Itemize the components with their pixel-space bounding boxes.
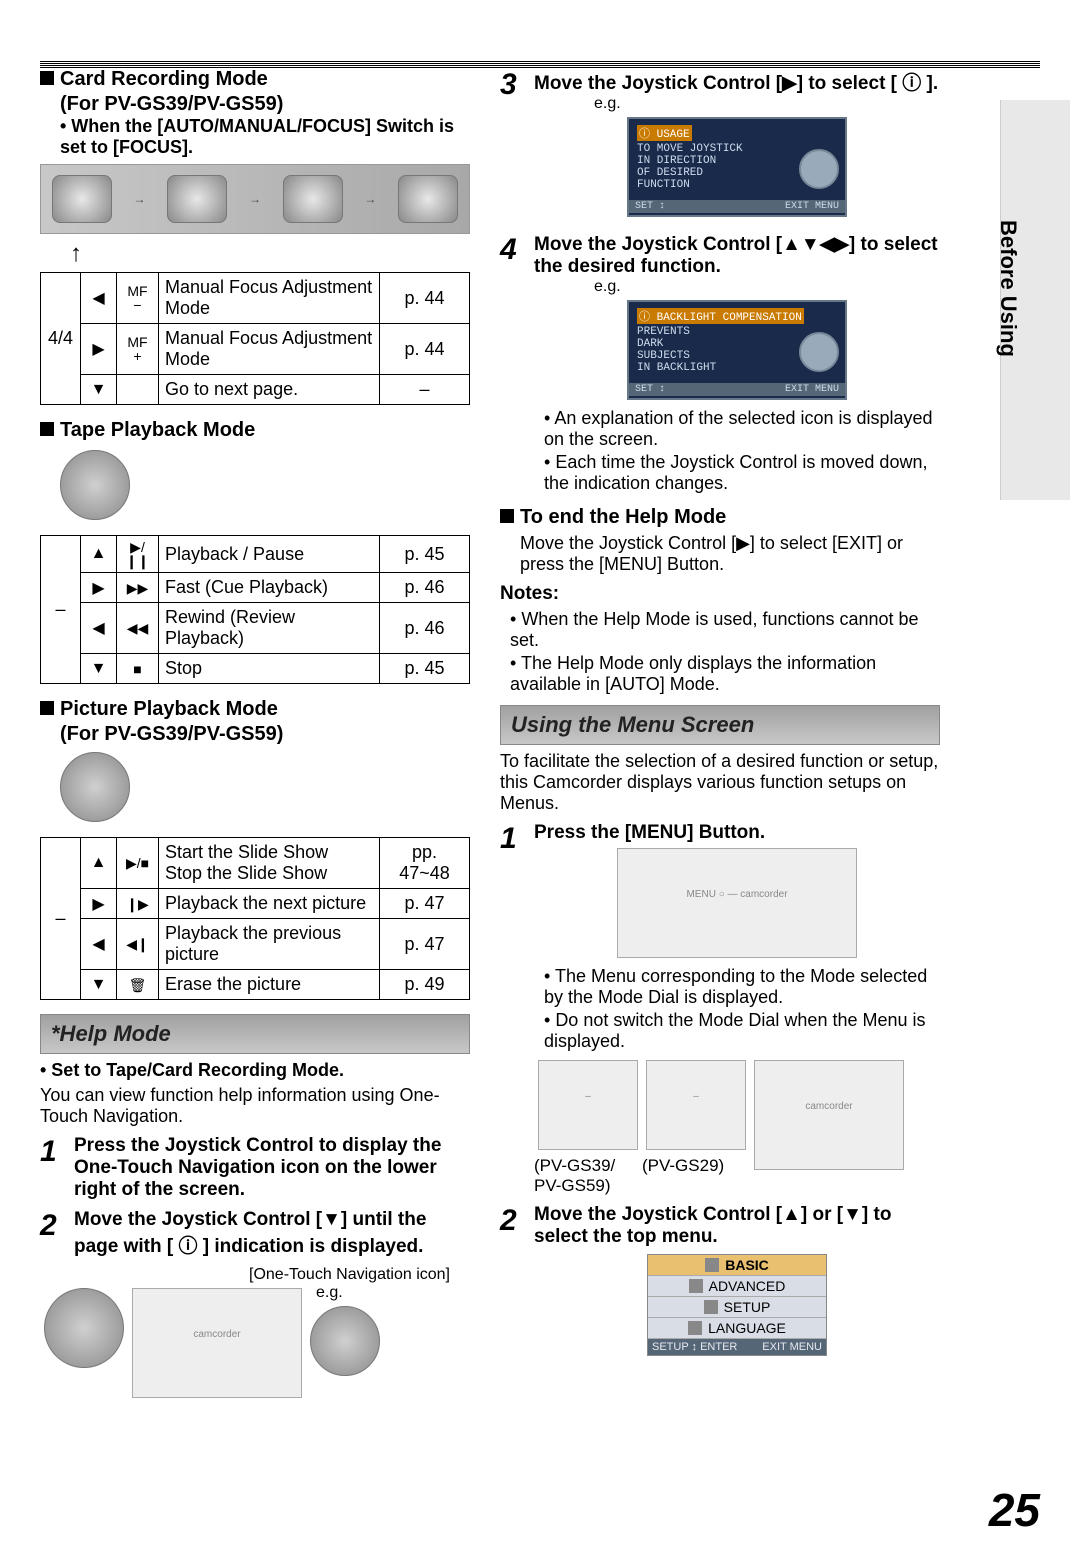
tape-mode-icon (60, 450, 130, 520)
step4-bullets: An explanation of the selected icon is d… (544, 408, 940, 494)
eg-label: e.g. (594, 95, 940, 113)
card-rec-note: • When the [AUTO/MANUAL/FOCUS] Switch is… (60, 116, 470, 158)
menu-screen-bar: Using the Menu Screen (500, 705, 940, 745)
arrow-up-icon: ↑ (70, 240, 470, 268)
page-number: 25 (989, 1483, 1040, 1537)
help-lead1: • Set to Tape/Card Recording Mode. (40, 1060, 470, 1081)
osd-backlight: ⓘ BACKLIGHT COMPENSATION PREVENTS DARK S… (627, 300, 847, 400)
left-column: Card Recording Mode (For PV-GS39/PV-GS59… (40, 60, 470, 1402)
menu-item-basic: BASIC (648, 1255, 826, 1276)
row-header: 4/4 (41, 273, 81, 405)
step-2: 2 Move the Joystick Control [▼] until th… (40, 1209, 470, 1258)
table-row: ▼ Go to next page. – (41, 375, 470, 405)
step-3: 3 Move the Joystick Control [▶] to selec… (500, 68, 940, 225)
table-row: 4/4 ◀ MF − Manual Focus Adjustment Mode … (41, 273, 470, 324)
end-help-text: Move the Joystick Control [▶] to select … (520, 533, 940, 575)
eg-label: e.g. (316, 1284, 384, 1302)
table-row: ▶ ▶▶ Fast (Cue Playback) p. 46 (41, 573, 470, 603)
right-column: 3 Move the Joystick Control [▶] to selec… (500, 60, 940, 1402)
nav-icon (310, 1306, 380, 1376)
tape-heading: Tape Playback Mode (40, 419, 470, 442)
menu-item-advanced: ADVANCED (648, 1276, 826, 1297)
right-steps-34: 3 Move the Joystick Control [▶] to selec… (500, 68, 940, 498)
help-steps: 1 Press the Joystick Control to display … (40, 1135, 470, 1258)
help-mode-bar: *Help Mode (40, 1014, 470, 1054)
end-help-heading: To end the Help Mode (500, 506, 940, 529)
picture-mode-icon (60, 752, 130, 822)
card-rec-heading: Card Recording Mode (40, 68, 470, 91)
picture-heading: Picture Playback Mode (40, 698, 470, 721)
advanced-icon (689, 1279, 703, 1293)
joystick-icon (799, 332, 839, 372)
table-row: – ▲ ▶/❙❙ Playback / Pause p. 45 (41, 536, 470, 573)
camcorder-gs29-illustration: – (646, 1060, 746, 1150)
menu-step-1: 1 Press the [MENU] Button. MENU ○ — camc… (500, 822, 940, 1196)
menu-item-language: LANGUAGE (648, 1318, 826, 1339)
camcorder-gs39-illustration: – (538, 1060, 638, 1150)
nav-icon-caption: [One-Touch Navigation icon] (40, 1266, 450, 1284)
side-tab-label: Before Using (995, 220, 1021, 357)
mode-flow-diagram: → → → (40, 164, 470, 234)
table-row: ◀ ◀❙ Playback the previous picture p. 47 (41, 919, 470, 970)
basic-icon (705, 1258, 719, 1272)
table-row: ▼ 🗑 Erase the picture p. 49 (41, 970, 470, 1000)
menu-step1-bullets: The Menu corresponding to the Mode selec… (544, 966, 940, 1052)
table-row: ▶ ❙▶ Playback the next picture p. 47 (41, 889, 470, 919)
language-icon (688, 1321, 702, 1335)
table-row: ▼ ■ Stop p. 45 (41, 654, 470, 684)
notes-list: When the Help Mode is used, functions ca… (510, 609, 940, 695)
menu-osd: BASIC ADVANCED SETUP LANGUAGE SETUP ↕ EN… (647, 1254, 827, 1356)
picture-subtitle: (For PV-GS39/PV-GS59) (60, 723, 470, 746)
help-lead2: You can view function help information u… (40, 1085, 470, 1127)
menu-intro: To facilitate the selection of a desired… (500, 751, 940, 814)
eg-label: e.g. (594, 278, 940, 296)
step-1: 1 Press the Joystick Control to display … (40, 1135, 470, 1201)
menu-step-2: 2 Move the Joystick Control [▲] or [▼] t… (500, 1204, 940, 1362)
top-rule (40, 60, 1040, 68)
osd-usage: ⓘ USAGE TO MOVE JOYSTICK IN DIRECTION OF… (627, 117, 847, 217)
menu-steps: 1 Press the [MENU] Button. MENU ○ — camc… (500, 822, 940, 1362)
joystick-icon (799, 149, 839, 189)
picture-table: – ▲ ▶/■ Start the Slide Show Stop the Sl… (40, 837, 470, 1000)
setup-icon (704, 1300, 718, 1314)
model-illustrations: – (PV-GS39/ PV-GS59) – (PV-GS29) camcord… (534, 1056, 940, 1196)
menu-item-setup: SETUP (648, 1297, 826, 1318)
card-rec-table: 4/4 ◀ MF − Manual Focus Adjustment Mode … (40, 272, 470, 405)
card-rec-subtitle: (For PV-GS39/PV-GS59) (60, 93, 470, 116)
table-row: – ▲ ▶/■ Start the Slide Show Stop the Sl… (41, 838, 470, 889)
notes-heading: Notes: (500, 583, 940, 605)
card-rec-title: Card Recording Mode (60, 68, 268, 90)
joystick-icon (44, 1288, 124, 1368)
step-4: 4 Move the Joystick Control [▲▼◀▶] to se… (500, 233, 940, 498)
table-row: ◀ ◀◀ Rewind (Review Playback) p. 46 (41, 603, 470, 654)
camcorder-large-illustration: camcorder (754, 1060, 904, 1170)
camcorder-menu-illustration: MENU ○ — camcorder (617, 848, 857, 958)
table-row: ▶ MF + Manual Focus Adjustment Mode p. 4… (41, 324, 470, 375)
camcorder-illustration: camcorder (132, 1288, 302, 1398)
tape-table: – ▲ ▶/❙❙ Playback / Pause p. 45 ▶ ▶▶ Fas… (40, 535, 470, 684)
side-tab: Before Using (1000, 100, 1070, 500)
help-illustrations: camcorder e.g. (40, 1284, 470, 1402)
